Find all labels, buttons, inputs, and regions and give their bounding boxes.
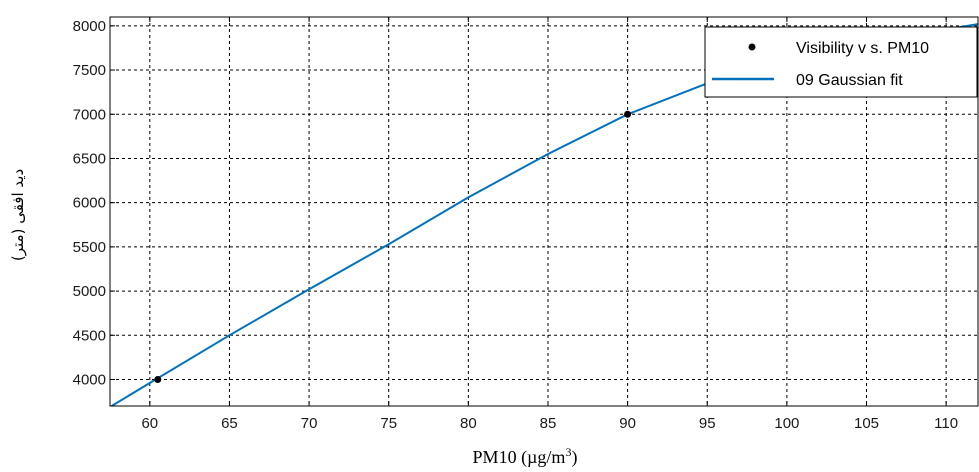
data-point <box>624 110 632 118</box>
legend-label-points: Visibility v s. PM10 <box>796 40 929 57</box>
y-axis-label: دید افقی (متر) <box>9 169 27 261</box>
legend-label-fit: 09 Gaussian fit <box>796 72 903 89</box>
y-tick-label: 5000 <box>73 283 106 300</box>
y-tick-label: 7000 <box>73 106 106 123</box>
x-tick-label: 60 <box>141 415 158 432</box>
y-tick-label: 8000 <box>73 18 106 35</box>
grid <box>110 17 978 406</box>
y-tick-label: 7500 <box>73 62 106 79</box>
y-tick-label: 4000 <box>73 371 106 388</box>
x-tick-label: 70 <box>301 415 318 432</box>
legend-marker-points <box>748 43 756 51</box>
x-axis-label: PM10 (µg/m3) <box>473 445 578 468</box>
x-tick-label: 75 <box>380 415 397 432</box>
data-point <box>154 375 162 383</box>
x-tick-label: 95 <box>699 415 716 432</box>
x-tick-label: 110 <box>934 415 958 432</box>
legend: Visibility v s. PM10 09 Gaussian fit <box>704 26 978 98</box>
x-axis-label-sup: 3 <box>565 445 571 459</box>
x-tick-label: 80 <box>460 415 477 432</box>
legend-box <box>704 26 978 98</box>
data-points-series <box>154 110 632 383</box>
y-tick-label: 5500 <box>73 239 106 256</box>
axes-frame <box>109 16 979 407</box>
x-tick-label: 85 <box>540 415 557 432</box>
y-tick-label: 6500 <box>73 150 106 167</box>
x-axis-label-tail: ) <box>571 447 577 468</box>
x-tick-label: 105 <box>854 415 879 432</box>
y-tick-label: 6000 <box>73 195 106 212</box>
x-tick-label: 90 <box>619 415 636 432</box>
axis-ticks: 60 65 70 75 80 85 90 95 100 105 110 4000 4500 5000 550… <box>73 17 958 432</box>
x-axis-label-main: PM10 (µg/m <box>473 447 566 468</box>
x-tick-label: 100 <box>774 415 799 432</box>
x-tick-label: 65 <box>221 415 238 432</box>
y-tick-label: 4500 <box>73 327 106 344</box>
